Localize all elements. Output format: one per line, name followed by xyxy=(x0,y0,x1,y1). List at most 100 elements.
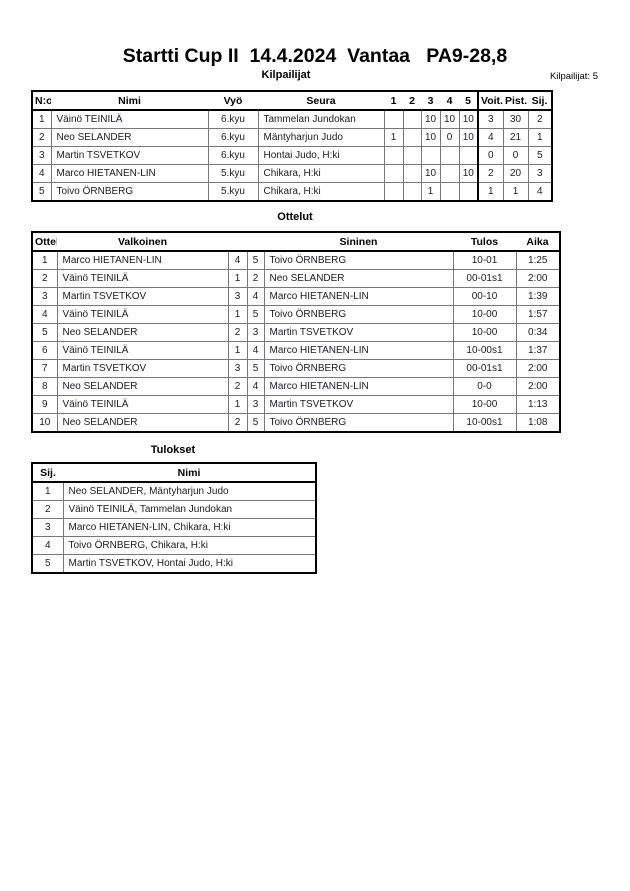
table-cell: 3 xyxy=(227,359,248,378)
table-cell: Martin TSVETKOV, Hontai Judo, H:ki xyxy=(62,554,317,574)
column-header: Ottelu xyxy=(32,232,57,252)
column-header: Nimi xyxy=(63,463,316,483)
table-cell xyxy=(439,164,460,183)
column-header: Voit. xyxy=(478,91,503,111)
table-cell: 1 xyxy=(227,269,248,288)
table-cell: Marco HIETANEN-LIN xyxy=(56,250,229,270)
competitors-table: N:o Nimi Vyö Seura 1 2 3 4 5 Voit. Pist. Sij. 1 Väinö… xyxy=(31,90,553,202)
column-header: 2 xyxy=(403,91,421,111)
table-cell: 5 xyxy=(246,413,265,433)
table-row: 1 Neo SELANDER, Mäntyharjun Judo xyxy=(31,481,317,501)
column-header: Sininen xyxy=(264,232,453,252)
table-row: 5 Toivo ÖRNBERG 5.kyu Chikara, H:ki 1 1 1 4 xyxy=(31,182,553,202)
column-header: N:o xyxy=(32,91,51,111)
table-cell: 7 xyxy=(31,359,58,378)
table-cell: 10 xyxy=(458,164,479,183)
table-cell: 21 xyxy=(502,128,529,147)
table-row: 9 Väinö TEINILÄ 1 3 Martin TSVETKOV 10-00 1:13 xyxy=(31,395,561,414)
table-cell: 6.kyu xyxy=(207,146,259,165)
table-row: 8 Neo SELANDER 2 4 Marco HIETANEN-LIN 0-0 2:00 xyxy=(31,377,561,396)
table-row: 7 Martin TSVETKOV 3 5 Toivo ÖRNBERG 00-01s1 2:… xyxy=(31,359,561,378)
table-cell: 9 xyxy=(31,395,58,414)
table-cell: 10-00s1 xyxy=(452,341,517,360)
table-cell: 2 xyxy=(246,269,265,288)
table-cell: 0 xyxy=(502,146,529,165)
column-header: Sij. xyxy=(32,463,63,483)
table-cell: 4 xyxy=(246,287,265,306)
table-row: 2 Väinö TEINILÄ, Tammelan Jundokan xyxy=(31,500,317,519)
table-cell xyxy=(439,182,460,202)
column-header: 1 xyxy=(384,91,403,111)
table-cell: 2 xyxy=(31,500,64,519)
table-cell: Toivo ÖRNBERG xyxy=(263,305,454,324)
table-cell: Martin TSVETKOV xyxy=(56,287,229,306)
table-cell: 4 xyxy=(31,536,64,555)
table-row: 6 Väinö TEINILÄ 1 4 Marco HIETANEN-LIN 10-00s… xyxy=(31,341,561,360)
table-cell: 10 xyxy=(458,128,479,147)
table-row: 2 Väinö TEINILÄ 1 2 Neo SELANDER 00-01s1 2:00 xyxy=(31,269,561,288)
table-cell: 2 xyxy=(31,128,52,147)
table-cell: Martin TSVETKOV xyxy=(56,359,229,378)
table-cell: 3 xyxy=(227,287,248,306)
table-cell: 00-01s1 xyxy=(452,359,517,378)
column-header: Sij. xyxy=(528,91,552,111)
table-cell: 2:00 xyxy=(515,269,561,288)
table-cell: Väinö TEINILÄ, Tammelan Jundokan xyxy=(62,500,317,519)
table-row: 10 Neo SELANDER 2 5 Toivo ÖRNBERG 10-00s1 1:08 xyxy=(31,413,561,433)
table-cell xyxy=(402,109,422,129)
table-row: 5 Martin TSVETKOV, Hontai Judo, H:ki xyxy=(31,554,317,574)
table-cell xyxy=(439,146,460,165)
table-cell xyxy=(402,128,422,147)
table-cell: 6.kyu xyxy=(207,128,259,147)
table-cell: 1 xyxy=(502,182,529,202)
table-cell: 3 xyxy=(477,109,504,129)
table-row: 3 Martin TSVETKOV 3 4 Marco HIETANEN-LIN 00-1… xyxy=(31,287,561,306)
table-cell: 1:25 xyxy=(515,250,561,270)
table-cell: Väinö TEINILÄ xyxy=(56,305,229,324)
table-cell xyxy=(383,182,404,202)
table-cell: 30 xyxy=(502,109,529,129)
table-cell: Martin TSVETKOV xyxy=(263,323,454,342)
table-cell: 6 xyxy=(31,341,58,360)
table-cell: 5 xyxy=(527,146,553,165)
table-cell: 1:13 xyxy=(515,395,561,414)
table-cell: Neo SELANDER xyxy=(56,377,229,396)
table-cell: 2:00 xyxy=(515,359,561,378)
table-cell: 1 xyxy=(420,182,441,202)
table-row: 4 Marco HIETANEN-LIN 5.kyu Chikara, H:ki 10 1… xyxy=(31,164,553,183)
table-row: 5 Neo SELANDER 2 3 Martin TSVETKOV 10-00 0:34 xyxy=(31,323,561,342)
table-cell: 5 xyxy=(31,554,64,574)
table-cell: Chikara, H:ki xyxy=(257,164,385,183)
table-cell: 0 xyxy=(477,146,504,165)
table-cell: 10-00 xyxy=(452,305,517,324)
table-cell xyxy=(420,146,441,165)
table-cell xyxy=(402,146,422,165)
table-cell: 1 xyxy=(477,182,504,202)
column-header: Aika xyxy=(516,232,560,252)
table-cell: 1 xyxy=(31,481,64,501)
table-cell: 1 xyxy=(227,395,248,414)
column-header xyxy=(247,232,264,252)
table-cell: Marco HIETANEN-LIN xyxy=(263,377,454,396)
table-cell: Väinö TEINILÄ xyxy=(56,341,229,360)
table-cell: 10 xyxy=(439,109,460,129)
table-cell: 4 xyxy=(246,377,265,396)
table-cell: 3 xyxy=(31,146,52,165)
column-header: Valkoinen xyxy=(57,232,228,252)
table-row: 4 Väinö TEINILÄ 1 5 Toivo ÖRNBERG 10-00 1:57 xyxy=(31,305,561,324)
table-cell: 1 xyxy=(31,109,52,129)
table-cell: Martin TSVETKOV xyxy=(263,395,454,414)
table-cell: Toivo ÖRNBERG xyxy=(50,182,209,202)
table-row: 3 Marco HIETANEN-LIN, Chikara, H:ki xyxy=(31,518,317,537)
table-cell: Tammelan Jundokan xyxy=(257,109,385,129)
table-cell: 2:00 xyxy=(515,377,561,396)
column-header: Seura xyxy=(258,91,384,111)
table-cell: 5 xyxy=(246,250,265,270)
table-row: 1 Väinö TEINILÄ 6.kyu Tammelan Jundokan 10 10… xyxy=(31,109,553,129)
table-cell: 6.kyu xyxy=(207,109,259,129)
table-cell xyxy=(402,164,422,183)
table-cell: 3 xyxy=(31,518,64,537)
page-title: Startti Cup II 14.4.2024 Vantaa PA9-28,8 xyxy=(122,45,508,67)
table-cell: 2 xyxy=(477,164,504,183)
